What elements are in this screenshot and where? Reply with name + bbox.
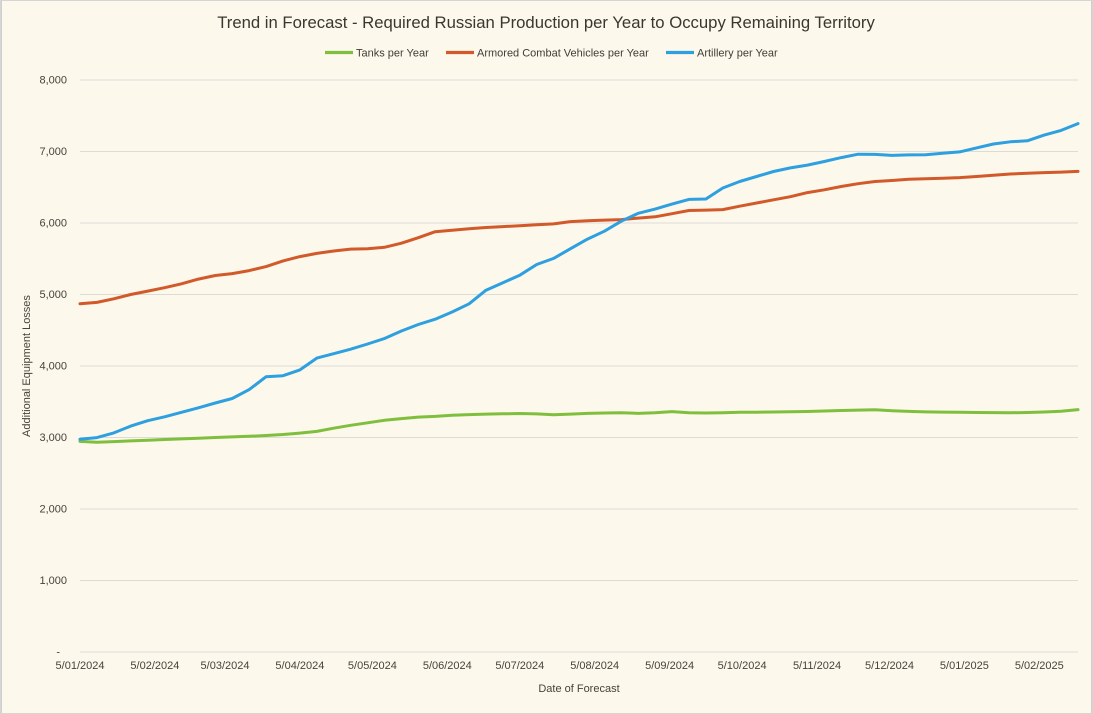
svg-text:5,000: 5,000 xyxy=(39,289,67,301)
svg-text:Artillery per Year: Artillery per Year xyxy=(697,48,778,60)
svg-text:5/01/2025: 5/01/2025 xyxy=(940,660,989,672)
svg-text:7,000: 7,000 xyxy=(39,146,67,158)
svg-text:2,000: 2,000 xyxy=(39,504,67,516)
svg-text:3,000: 3,000 xyxy=(39,432,67,444)
svg-text:5/06/2024: 5/06/2024 xyxy=(423,660,472,672)
svg-text:5/04/2024: 5/04/2024 xyxy=(275,660,324,672)
svg-text:5/12/2024: 5/12/2024 xyxy=(865,660,914,672)
svg-text:8,000: 8,000 xyxy=(39,75,67,87)
svg-text:5/03/2024: 5/03/2024 xyxy=(201,660,250,672)
svg-text:Date of Forecast: Date of Forecast xyxy=(538,683,619,695)
svg-text:5/02/2024: 5/02/2024 xyxy=(130,660,179,672)
svg-text:5/09/2024: 5/09/2024 xyxy=(645,660,694,672)
svg-text:5/07/2024: 5/07/2024 xyxy=(495,660,544,672)
svg-text:5/08/2024: 5/08/2024 xyxy=(570,660,619,672)
svg-text:5/05/2024: 5/05/2024 xyxy=(348,660,397,672)
svg-text:6,000: 6,000 xyxy=(39,218,67,230)
svg-text:Tanks per Year: Tanks per Year xyxy=(356,48,429,60)
svg-text:4,000: 4,000 xyxy=(39,361,67,373)
svg-text:Armored Combat Vehicles per Ye: Armored Combat Vehicles per Year xyxy=(477,48,649,60)
svg-text:5/11/2024: 5/11/2024 xyxy=(793,660,841,672)
svg-text:-: - xyxy=(56,647,60,659)
svg-text:5/10/2024: 5/10/2024 xyxy=(718,660,767,672)
svg-text:1,000: 1,000 xyxy=(39,575,67,587)
svg-text:5/01/2024: 5/01/2024 xyxy=(56,660,105,672)
svg-text:5/02/2025: 5/02/2025 xyxy=(1015,660,1064,672)
svg-text:Additional Equipment Losses: Additional Equipment Losses xyxy=(21,295,33,437)
svg-text:Trend in Forecast - Required R: Trend in Forecast - Required Russian Pro… xyxy=(217,13,875,32)
